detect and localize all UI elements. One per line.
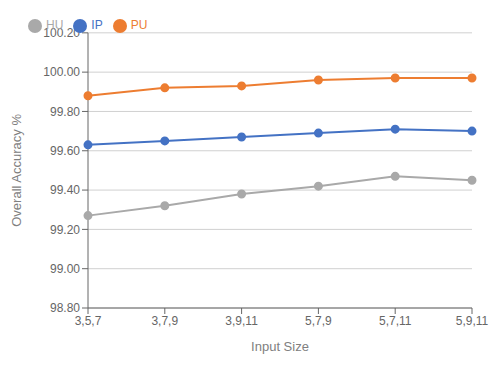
svg-text:5,9,11: 5,9,11: [456, 314, 489, 328]
svg-text:99.80: 99.80: [50, 105, 80, 119]
svg-text:100.00: 100.00: [43, 65, 80, 79]
svg-text:Input Size: Input Size: [251, 339, 309, 354]
svg-text:3,7,9: 3,7,9: [151, 314, 178, 328]
svg-text:3,5,7: 3,5,7: [75, 314, 102, 328]
svg-text:99.40: 99.40: [50, 183, 80, 197]
svg-text:100.20: 100.20: [43, 26, 80, 40]
svg-text:3,9,11: 3,9,11: [225, 314, 258, 328]
svg-text:5,7,11: 5,7,11: [379, 314, 412, 328]
svg-text:5,7,9: 5,7,9: [305, 314, 332, 328]
svg-text:99.20: 99.20: [50, 223, 80, 237]
svg-text:99.00: 99.00: [50, 262, 80, 276]
svg-text:99.60: 99.60: [50, 144, 80, 158]
svg-text:98.80: 98.80: [50, 301, 80, 315]
svg-text:Overall Accuracy %: Overall Accuracy %: [9, 114, 24, 227]
